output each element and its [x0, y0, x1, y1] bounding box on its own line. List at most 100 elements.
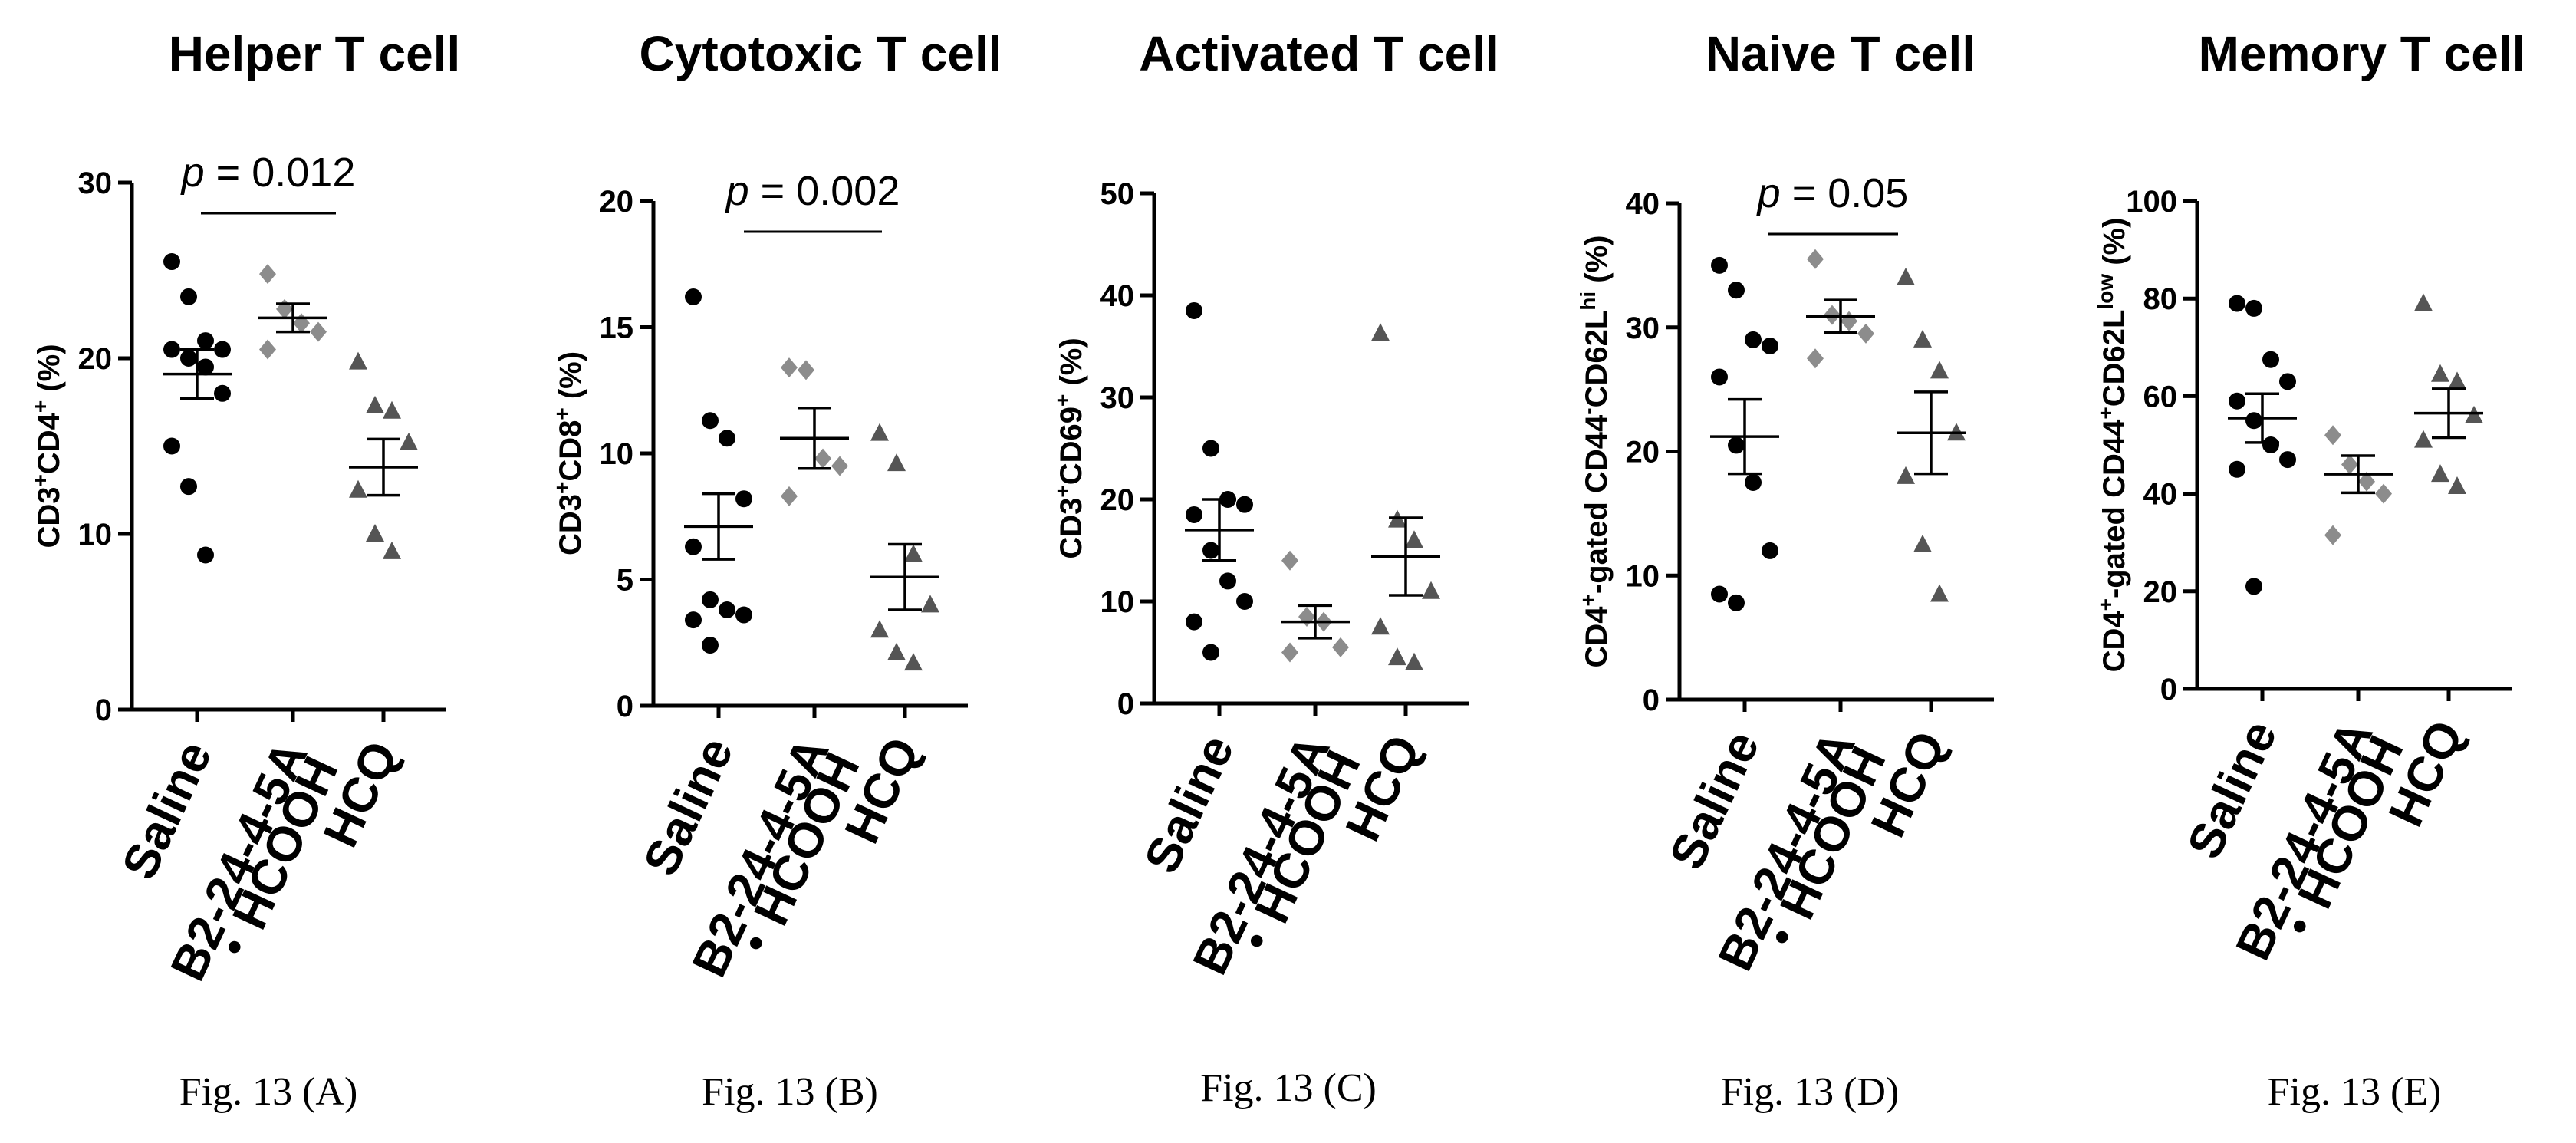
- y-axis-label-part: CD69: [1054, 407, 1088, 485]
- data-point: [887, 642, 906, 660]
- data-point: [870, 423, 889, 441]
- x-category-label: Saline: [2176, 712, 2288, 866]
- data-point: [831, 456, 848, 476]
- y-axis-label-part: (%): [1580, 235, 1614, 291]
- data-point: [719, 601, 735, 618]
- data-point: [180, 478, 197, 496]
- data-point: [702, 637, 719, 654]
- data-point: [2245, 578, 2262, 595]
- x-category-label: Saline: [633, 729, 744, 883]
- data-point: [163, 341, 180, 358]
- y-axis-label: CD3+CD8+ (%): [550, 351, 588, 555]
- data-point: [2229, 392, 2245, 410]
- data-point: [2229, 460, 2245, 478]
- data-point: [1332, 637, 1349, 657]
- data-point: [735, 606, 752, 624]
- y-axis-label-part: (%): [32, 344, 66, 400]
- p-value-label: p = 0.012: [180, 150, 356, 196]
- data-point: [1807, 249, 1824, 269]
- y-axis-label-part: CD4: [2097, 611, 2131, 673]
- data-point: [1728, 282, 1745, 299]
- data-point: [1897, 466, 1915, 484]
- data-point: [259, 264, 276, 285]
- y-tick-label: 20: [2143, 575, 2178, 609]
- data-point: [2448, 371, 2466, 390]
- y-tick-label: 80: [2143, 282, 2178, 316]
- data-point: [1405, 530, 1423, 548]
- data-point: [2262, 351, 2279, 368]
- y-axis-label-part: +: [1051, 485, 1074, 497]
- data-point: [293, 313, 310, 334]
- data-point: [2341, 454, 2358, 475]
- y-axis-label-part: CD4: [1580, 606, 1614, 668]
- y-tick-label: 40: [1100, 279, 1135, 313]
- data-point: [2279, 373, 2296, 390]
- y-axis-label-part: CD8: [554, 420, 587, 482]
- data-point: [197, 358, 214, 376]
- y-tick-label: 0: [1117, 687, 1134, 721]
- data-point: [1728, 594, 1745, 611]
- data-point: [814, 448, 831, 469]
- data-point: [887, 453, 906, 472]
- chart-title: Cytotoxic T cell: [640, 26, 1002, 81]
- y-tick-label: 30: [1626, 311, 1660, 345]
- p-value-number: = 0.002: [749, 168, 900, 214]
- y-tick-label: 0: [95, 693, 112, 727]
- data-point: [702, 412, 719, 430]
- y-axis-label-part: CD3: [32, 487, 66, 548]
- figure-caption: Fig. 13 (E): [2268, 1070, 2442, 1114]
- data-point: [366, 524, 384, 542]
- data-point: [2245, 412, 2262, 430]
- y-axis-label-part: -gated CD44: [2097, 419, 2131, 598]
- y-tick-label: 0: [617, 690, 633, 723]
- data-point: [1422, 581, 1440, 599]
- data-point: [1807, 348, 1824, 369]
- y-tick-label: 60: [2143, 380, 2178, 413]
- y-axis-label-part: +: [550, 407, 574, 420]
- y-axis-label-part: +: [2094, 407, 2117, 419]
- data-point: [1281, 642, 1298, 663]
- data-point: [1745, 331, 1762, 348]
- data-point: [685, 538, 702, 555]
- y-axis-label-part: CD3: [1054, 498, 1088, 559]
- data-point: [180, 288, 197, 305]
- data-point: [921, 595, 939, 613]
- y-tick-label: 10: [78, 518, 113, 552]
- data-point: [1711, 585, 1728, 603]
- data-point: [1202, 440, 1219, 457]
- y-tick-label: 40: [1626, 187, 1660, 221]
- data-point: [366, 395, 384, 413]
- data-point: [904, 544, 923, 562]
- y-axis-label-part: CD3: [554, 494, 587, 555]
- figure-caption: Fig. 13 (D): [1721, 1070, 1900, 1114]
- data-point: [702, 591, 719, 608]
- data-point: [383, 541, 401, 559]
- x-category-label: Saline: [1659, 723, 1770, 877]
- y-axis-label-part: low: [2094, 274, 2117, 310]
- data-point: [685, 288, 702, 306]
- data-point: [310, 321, 327, 342]
- p-value-p: p: [180, 150, 205, 196]
- y-tick-label: 0: [2160, 673, 2177, 707]
- y-tick-label: 50: [1100, 177, 1135, 211]
- data-point: [1762, 338, 1778, 355]
- y-tick-label: 100: [2126, 185, 2177, 219]
- y-tick-label: 20: [1100, 483, 1135, 517]
- y-axis-label-part: +: [2094, 598, 2117, 611]
- data-point: [2229, 295, 2245, 312]
- data-point: [2414, 430, 2433, 448]
- chart-panel-d: Naive T cell 0 10 20 30 40 CD4+-gated CD44-CD6…: [1576, 26, 1994, 1114]
- y-tick-label: 30: [1100, 381, 1135, 415]
- p-value-label: p = 0.002: [725, 168, 900, 214]
- y-tick-label: 20: [78, 342, 113, 376]
- data-point: [2414, 293, 2433, 311]
- data-point: [1371, 617, 1390, 635]
- y-axis-label: CD3+CD69+ (%): [1051, 338, 1089, 558]
- data-point: [1857, 323, 1874, 344]
- data-point: [163, 437, 180, 455]
- y-axis-label-part: +: [1576, 594, 1600, 606]
- data-point: [735, 490, 752, 508]
- p-value-p: p: [1756, 170, 1781, 216]
- y-axis-label-part: CD62L: [1580, 311, 1614, 408]
- data-point: [1913, 329, 1932, 348]
